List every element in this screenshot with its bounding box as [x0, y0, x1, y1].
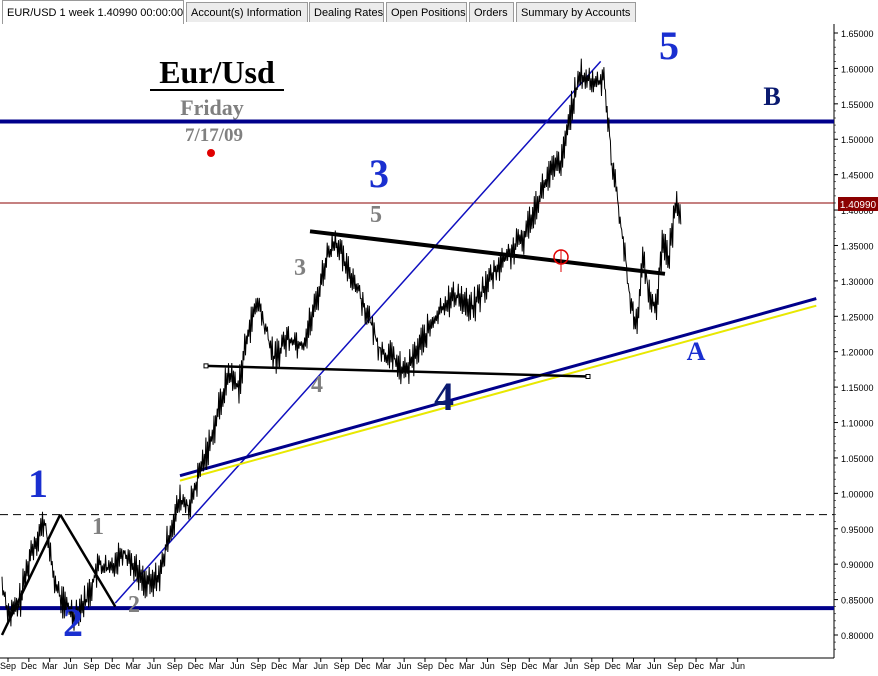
y-tick-label: 1.05000: [841, 454, 874, 464]
x-tick-label: Dec: [271, 661, 288, 671]
trendlines: [0, 60, 817, 636]
x-tick-label: Dec: [104, 661, 121, 671]
wave-label: B: [763, 82, 780, 111]
y-tick-label: 1.60000: [841, 64, 874, 74]
x-tick-label: Jun: [313, 661, 328, 671]
x-tick-label: Mar: [209, 661, 225, 671]
wave-label: 4: [434, 374, 454, 419]
marker-dot: [207, 149, 215, 157]
x-tick-label: Jun: [647, 661, 662, 671]
wave-label: 2: [128, 592, 140, 618]
horizontal-levels: [0, 119, 834, 611]
tab-account-information[interactable]: Account(s) Information: [186, 2, 308, 22]
y-tick-label: 0.95000: [841, 525, 874, 535]
x-tick-label: Jun: [397, 661, 412, 671]
trendline: [179, 297, 817, 478]
y-axis: 1.65000 1.60000 1.55000 1.50000 1.45000 1.400…: [834, 29, 874, 650]
x-tick-label: Sep: [250, 661, 266, 671]
chart-date: 7/17/09: [185, 125, 243, 146]
trendline-handle: [203, 363, 209, 369]
y-tick-label: 1.40000: [841, 206, 874, 216]
x-tick-label: Mar: [42, 661, 58, 671]
current-price-label: 1.40990: [840, 200, 877, 211]
trendline: [114, 60, 602, 604]
tab-open-positions[interactable]: Open Positions: [386, 2, 467, 22]
y-tick-label: 1.45000: [841, 171, 874, 181]
x-tick-label: Jun: [480, 661, 495, 671]
y-tick-label: 1.50000: [841, 135, 874, 145]
tab-orders[interactable]: Orders: [469, 2, 514, 22]
y-tick-label: 1.10000: [841, 419, 874, 429]
x-tick-label: Dec: [605, 661, 622, 671]
y-tick-label: 1.25000: [841, 312, 874, 322]
trendline: [309, 229, 666, 276]
x-tick-label: Mar: [542, 661, 558, 671]
x-tick-label: Dec: [354, 661, 371, 671]
x-tick-label: Jun: [564, 661, 579, 671]
y-tick-label: 0.80000: [841, 631, 874, 641]
x-tick-label: Dec: [21, 661, 38, 671]
x-tick-label: Sep: [83, 661, 99, 671]
x-tick-label: Jun: [730, 661, 745, 671]
wave-label: 2: [63, 600, 83, 645]
x-tick-label: Sep: [667, 661, 683, 671]
y-tick-label: 1.00000: [841, 489, 874, 499]
x-tick-label: Sep: [500, 661, 516, 671]
y-tick-label: 1.20000: [841, 348, 874, 358]
trendline-handle: [585, 373, 591, 379]
y-tick-label: 0.90000: [841, 560, 874, 570]
x-tick-label: Sep: [417, 661, 433, 671]
y-tick-label: 1.65000: [841, 29, 874, 39]
x-tick-label: Sep: [334, 661, 350, 671]
wave-label: 3: [294, 255, 306, 281]
x-tick-label: Mar: [125, 661, 141, 671]
tab-bar: EUR/USD 1 week 1.40990 00:00:00 Account(…: [0, 0, 878, 25]
price-series-line: [1, 58, 682, 631]
wave-label: 4: [311, 372, 323, 398]
x-tick-label: Dec: [688, 661, 705, 671]
wave-annotations: 1 2 3 4 5 A B 1 2 3 4 5: [28, 24, 781, 645]
tab-dealing-rates[interactable]: Dealing Rates: [309, 2, 384, 22]
x-tick-label: Sep: [0, 661, 16, 671]
x-tick-label: Jun: [63, 661, 78, 671]
x-tick-label: Mar: [459, 661, 475, 671]
wave-label: 1: [92, 514, 104, 540]
tab-chart-eurusd[interactable]: EUR/USD 1 week 1.40990 00:00:00: [2, 0, 184, 24]
chart-title: Eur/Usd: [159, 54, 275, 90]
x-tick-label: Mar: [376, 661, 392, 671]
wave-label: 5: [370, 202, 382, 228]
trendline: [179, 304, 817, 482]
chart-subtitle: Friday: [180, 95, 244, 120]
y-tick-label: 1.35000: [841, 241, 874, 251]
x-tick-label: Jun: [147, 661, 162, 671]
x-tick-label: Jun: [230, 661, 245, 671]
trendline: [59, 513, 117, 608]
tab-summary-by-accounts[interactable]: Summary by Accounts: [516, 2, 636, 22]
x-tick-label: Sep: [584, 661, 600, 671]
wave-label: 3: [369, 151, 389, 196]
wave-label: 5: [659, 24, 679, 68]
y-tick-label: 1.55000: [841, 100, 874, 110]
wave-label: A: [687, 337, 706, 366]
price-chart[interactable]: 1.65000 1.60000 1.55000 1.50000 1.45000 1.400…: [0, 24, 878, 676]
y-tick-label: 1.30000: [841, 277, 874, 287]
x-tick-label: Sep: [167, 661, 183, 671]
wave-label: 1: [28, 461, 48, 506]
x-tick-label: Dec: [521, 661, 538, 671]
y-tick-label: 1.15000: [841, 383, 874, 393]
order-marker[interactable]: [553, 249, 569, 272]
x-tick-label: Mar: [709, 661, 725, 671]
x-tick-label: Dec: [188, 661, 205, 671]
x-axis: Sep Dec Mar Jun Sep Dec Mar Jun Sep Dec Mar Jun Sep D…: [0, 658, 745, 671]
y-tick-label: 0.85000: [841, 596, 874, 606]
current-price-tag: [838, 197, 878, 211]
x-tick-label: Mar: [626, 661, 642, 671]
x-tick-label: Mar: [292, 661, 308, 671]
x-tick-label: Dec: [438, 661, 455, 671]
